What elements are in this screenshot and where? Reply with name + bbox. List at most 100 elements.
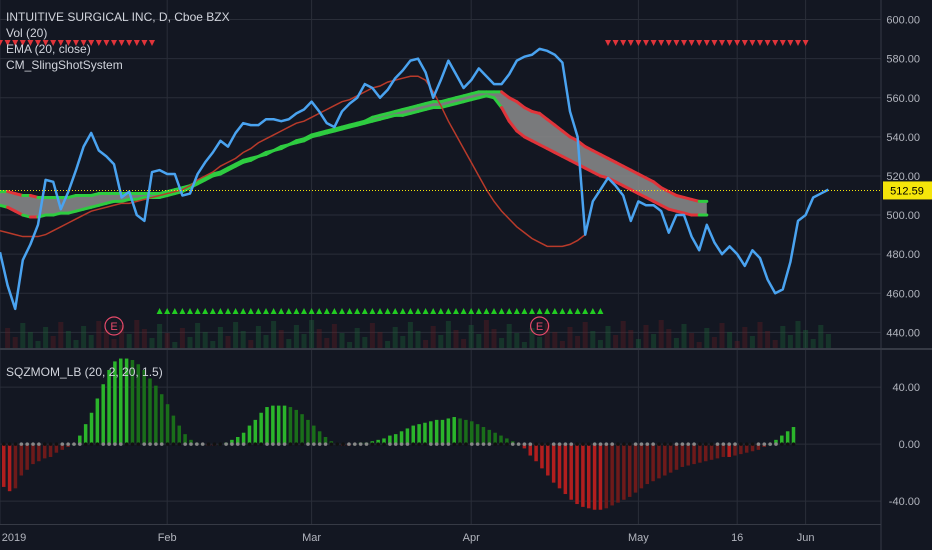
momentum-bar bbox=[774, 439, 778, 445]
squeeze-dot bbox=[516, 442, 521, 446]
squeeze-dot bbox=[142, 442, 146, 446]
legend-volume: Vol (20) bbox=[6, 26, 48, 40]
volume-bar bbox=[286, 339, 292, 348]
current-price-value: 512.59 bbox=[890, 185, 924, 197]
volume-bar bbox=[643, 325, 649, 348]
volume-bar bbox=[27, 332, 33, 348]
squeeze-dot bbox=[540, 442, 544, 446]
squeeze-dot bbox=[353, 442, 357, 446]
momentum-bar bbox=[294, 409, 298, 445]
buy-marker bbox=[384, 308, 391, 314]
squeeze-dot bbox=[54, 442, 59, 446]
momentum-bar bbox=[124, 358, 129, 445]
buy-marker bbox=[285, 308, 292, 314]
volume-bar bbox=[818, 325, 824, 348]
momentum-bar bbox=[165, 404, 170, 445]
volume-bar bbox=[324, 338, 330, 348]
momentum-bar bbox=[159, 394, 164, 445]
momentum-bar bbox=[470, 421, 474, 445]
volume-bar bbox=[468, 325, 474, 348]
momentum-bar bbox=[19, 444, 24, 476]
squeeze-dot bbox=[475, 442, 480, 446]
volume-bar bbox=[825, 334, 831, 348]
volume-bar bbox=[590, 331, 596, 348]
sell-marker bbox=[65, 40, 72, 46]
sell-marker bbox=[133, 40, 140, 46]
momentum-bar bbox=[423, 422, 427, 445]
momentum-bar bbox=[563, 444, 568, 495]
squeeze-dot bbox=[317, 442, 322, 446]
volume-bar bbox=[164, 333, 170, 348]
momentum-bar bbox=[119, 358, 123, 445]
buy-marker bbox=[536, 308, 543, 314]
squeeze-dot bbox=[598, 442, 603, 446]
ema-line-segment bbox=[553, 123, 564, 133]
volume-bar bbox=[354, 328, 360, 348]
momentum-bar bbox=[434, 419, 439, 445]
squeeze-dot bbox=[791, 442, 796, 446]
volume-bar bbox=[521, 342, 527, 348]
volume-bar bbox=[255, 326, 261, 348]
momentum-bar bbox=[189, 439, 193, 445]
momentum-bar bbox=[142, 369, 146, 445]
squeeze-dot bbox=[704, 442, 708, 446]
sell-marker bbox=[650, 40, 657, 46]
sell-marker bbox=[605, 40, 611, 46]
squeeze-dot bbox=[674, 442, 679, 446]
squeeze-dot bbox=[200, 442, 205, 446]
momentum-bar bbox=[663, 444, 667, 476]
buy-marker bbox=[498, 308, 505, 314]
buy-marker bbox=[483, 308, 490, 314]
momentum-bar bbox=[95, 398, 100, 445]
sell-marker bbox=[620, 40, 627, 46]
squeeze-dot bbox=[2, 442, 6, 446]
squeeze-dot bbox=[241, 442, 246, 446]
ema-band bbox=[0, 91, 707, 218]
momentum-bar bbox=[440, 419, 445, 445]
squeeze-dot bbox=[119, 442, 123, 446]
sell-marker bbox=[627, 40, 634, 46]
momentum-bar bbox=[528, 444, 532, 456]
momentum-bar bbox=[300, 414, 304, 445]
sell-marker bbox=[772, 40, 779, 46]
momentum-bar bbox=[405, 428, 410, 445]
squeeze-dot bbox=[370, 442, 375, 446]
sell-marker bbox=[779, 40, 786, 46]
buy-marker bbox=[445, 308, 452, 314]
buy-marker bbox=[255, 308, 262, 314]
squeeze-dot bbox=[768, 442, 772, 446]
momentum-bar bbox=[54, 444, 59, 453]
momentum-bar bbox=[312, 425, 316, 445]
sell-marker bbox=[88, 40, 95, 46]
ema-line-segment bbox=[500, 90, 511, 100]
squeeze-dot bbox=[546, 442, 550, 446]
volume-bar bbox=[210, 341, 216, 348]
buy-marker bbox=[156, 308, 163, 314]
volume-bar bbox=[5, 328, 11, 348]
momentum-bar bbox=[791, 427, 796, 445]
volume-bar bbox=[567, 327, 573, 348]
squeeze-dot bbox=[276, 442, 281, 446]
momentum-bar bbox=[13, 444, 18, 489]
sell-marker bbox=[42, 40, 49, 46]
squeeze-dot bbox=[739, 442, 743, 446]
momentum-bar bbox=[698, 444, 702, 463]
squeeze-dot bbox=[247, 442, 252, 446]
volume-bar bbox=[392, 327, 398, 348]
buy-marker bbox=[506, 308, 513, 314]
momentum-bar bbox=[733, 444, 737, 456]
momentum-bar bbox=[177, 425, 181, 445]
volume-bar bbox=[240, 331, 246, 348]
buy-marker bbox=[460, 308, 467, 314]
volume-bar bbox=[141, 329, 147, 348]
volume-bar bbox=[438, 335, 444, 348]
momentum-bar bbox=[546, 444, 550, 476]
momentum-bar bbox=[183, 434, 187, 445]
sell-marker bbox=[787, 40, 794, 46]
earnings-marker bbox=[529, 316, 550, 336]
ema-line-segment bbox=[515, 100, 526, 110]
squeeze-dot bbox=[72, 442, 76, 446]
sell-marker bbox=[711, 40, 718, 46]
